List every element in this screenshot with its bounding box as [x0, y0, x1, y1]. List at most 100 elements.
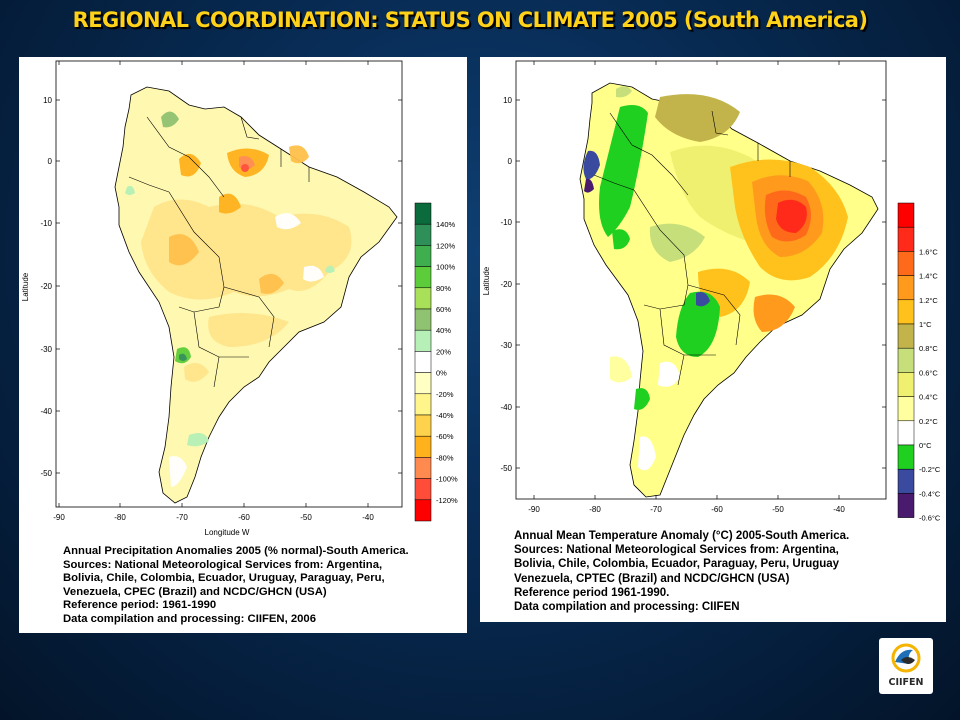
x-tick-label: -80 — [589, 505, 601, 514]
x-tick-label: -50 — [772, 505, 784, 514]
caption-line: Reference period: 1961-1990 — [63, 599, 217, 612]
ciifen-logo-text: CIIFEN — [888, 677, 924, 688]
legend-label: 40% — [436, 326, 451, 335]
ciifen-logo: CIIFEN — [879, 638, 933, 694]
legend-label: 0.4°C — [919, 393, 938, 402]
legend-swatch — [414, 478, 432, 501]
legend-label: 1.6°C — [919, 247, 938, 256]
legend-swatch — [414, 245, 432, 267]
legend-label: 100% — [436, 263, 456, 272]
y-tick-label: -10 — [40, 219, 52, 228]
y-tick-label: -30 — [500, 341, 512, 350]
x-tick-label: -70 — [650, 505, 662, 514]
x-tick-label: -50 — [300, 513, 312, 522]
legend-label: -80% — [436, 453, 454, 462]
legend-label: 1.2°C — [919, 296, 938, 305]
legend-label: -60% — [436, 432, 454, 441]
legend-label: 0°C — [919, 441, 932, 450]
legend-label: -40% — [436, 411, 454, 420]
precipitation-caption: Annual Precipitation Anomalies 2005 (% n… — [63, 545, 463, 627]
x-tick-label: -70 — [176, 513, 188, 522]
slide-title: REGIONAL COORDINATION: STATUS ON CLIMATE… — [72, 8, 868, 32]
legend-swatch — [897, 493, 915, 518]
legend-swatch — [414, 372, 432, 395]
legend-label: -0.4°C — [919, 489, 941, 498]
legend-swatch — [897, 299, 915, 325]
legend-label: 0.8°C — [919, 344, 938, 353]
legend-swatch — [897, 323, 915, 349]
legend-label: 0.6°C — [919, 368, 938, 377]
legend-label: 80% — [436, 284, 451, 293]
y-axis-title: Latitude — [482, 266, 491, 295]
y-tick-label: -40 — [40, 407, 52, 416]
legend-label: -0.6°C — [919, 514, 941, 523]
x-tick-label: -60 — [238, 513, 250, 522]
caption-line: Data compilation and processing: CIIFEN — [514, 601, 740, 614]
y-tick-label: -30 — [40, 345, 52, 354]
legend-swatch — [897, 202, 915, 228]
legend-swatch — [414, 457, 432, 479]
caption-line: Sources: National Meteorological Service… — [514, 544, 839, 557]
legend-label: -20% — [436, 390, 454, 399]
caption-line: Data compilation and processing: CIIFEN,… — [63, 612, 316, 625]
y-tick-label: -40 — [500, 403, 512, 412]
y-tick-label: -20 — [40, 282, 52, 291]
y-tick-label: 10 — [503, 96, 512, 105]
legend-swatch — [414, 287, 432, 310]
y-axis-title: Latitude — [21, 272, 30, 301]
axis-ticks — [516, 61, 886, 499]
legend-label: -120% — [436, 496, 458, 505]
precipitation-legend: 140% 120% 100% 80% 60% 40% 20% 0% -20% -40% -60% -8… — [414, 202, 458, 522]
legend-swatch — [897, 347, 915, 373]
legend-swatch — [414, 351, 432, 373]
legend-label: 1°C — [919, 320, 932, 329]
legend-swatch — [414, 202, 432, 225]
x-tick-label: -90 — [53, 513, 65, 522]
x-tick-label: -90 — [528, 505, 540, 514]
temperature-map: 10 0 -10 -20 -30 -40 -50 -90 -80 -70 -60… — [482, 60, 941, 523]
legend-label: -100% — [436, 475, 458, 484]
legend-label: 0% — [436, 369, 447, 378]
temperature-map-panel: 10 0 -10 -20 -30 -40 -50 -90 -80 -70 -60… — [480, 57, 946, 622]
legend-swatch — [414, 329, 432, 352]
x-axis-title: Longitude W — [205, 528, 250, 537]
precipitation-anomaly-fill — [125, 111, 352, 487]
x-tick-label: -40 — [362, 513, 374, 522]
legend-label: -0.2°C — [919, 465, 941, 474]
country-borders — [128, 116, 310, 388]
y-tick-label: 0 — [508, 157, 513, 166]
y-tick-label: -20 — [500, 280, 512, 289]
x-tick-label: -60 — [711, 505, 723, 514]
precipitation-map-panel: 10 0 -10 -20 -30 -40 -50 -90 -80 -70 -60… — [19, 57, 467, 633]
legend-swatch — [414, 266, 432, 289]
precipitation-map: 10 0 -10 -20 -30 -40 -50 -90 -80 -70 -60… — [21, 60, 458, 537]
legend-label: 1.4°C — [919, 272, 938, 281]
legend-label: 140% — [436, 220, 456, 229]
caption-line: Sources: National Meteorological Service… — [63, 558, 383, 571]
temperature-anomaly-fill — [583, 86, 848, 471]
y-tick-label: 0 — [48, 157, 53, 166]
y-tick-label: 10 — [43, 96, 52, 105]
legend-swatch — [897, 420, 915, 446]
legend-label: 0.2°C — [919, 417, 938, 426]
legend-swatch — [414, 393, 432, 416]
temperature-caption: Annual Mean Temperature Anomaly (°C) 200… — [514, 529, 924, 614]
caption-line: Annual Precipitation Anomalies 2005 (% n… — [63, 545, 409, 557]
x-tick-label: -80 — [114, 513, 126, 522]
caption-line: Annual Mean Temperature Anomaly (°C) 200… — [514, 530, 850, 542]
country-borders — [593, 110, 791, 386]
caption-line: Bolivia, Chile, Colombia, Ecuador, Parag… — [514, 558, 840, 571]
legend-swatch — [414, 223, 432, 246]
legend-swatch — [897, 275, 915, 301]
y-tick-label: -50 — [40, 469, 52, 478]
y-tick-label: -10 — [500, 218, 512, 227]
legend-swatch — [897, 468, 915, 494]
legend-label: 60% — [436, 305, 451, 314]
legend-swatch — [897, 372, 915, 397]
legend-label: 20% — [436, 347, 451, 356]
legend-swatch — [414, 414, 432, 437]
caption-line: Bolivia, Chile, Colombia, Ecuador, Urugu… — [63, 572, 385, 585]
legend-label: 120% — [436, 241, 456, 250]
caption-line: Reference period 1961-1990. — [514, 586, 670, 599]
caption-line: Venezuela, CPEC (Brazil) and NCDC/GHCN (… — [63, 585, 327, 598]
